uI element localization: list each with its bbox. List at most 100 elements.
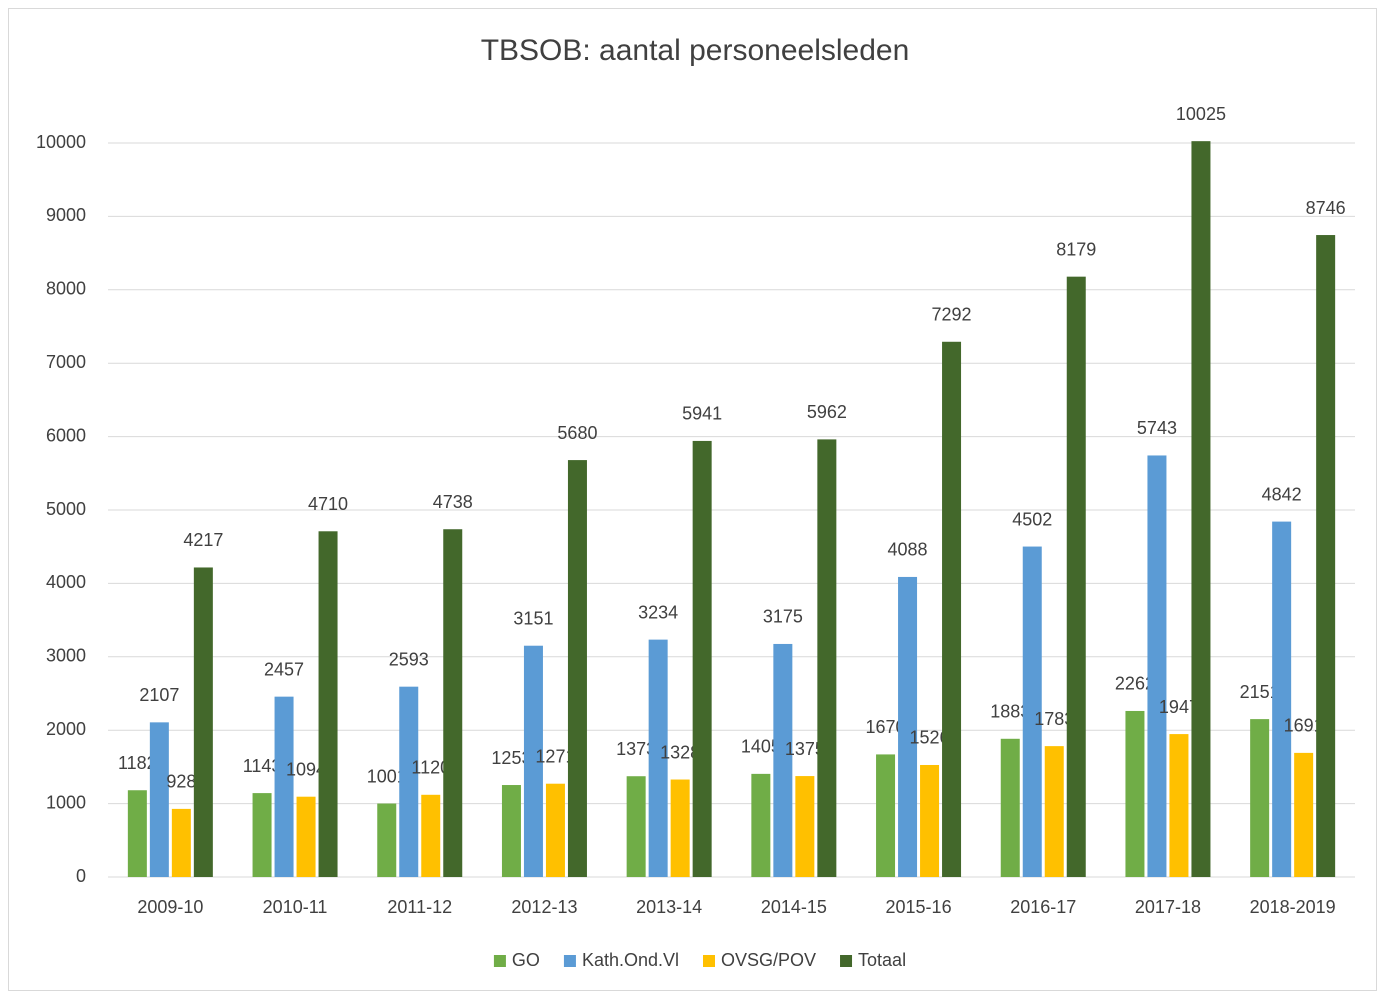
y-tick-label: 4000 [46,572,86,592]
y-tick-label: 8000 [46,279,86,299]
legend-swatch [840,955,853,967]
bar [1066,276,1086,878]
x-tick-label: 2017-18 [1135,897,1201,917]
data-label: 1375 [785,739,825,759]
data-label: 1001 [367,766,407,786]
bar [795,776,815,877]
bar [523,645,543,877]
x-tick-label: 2010-11 [263,897,328,917]
x-tick-label: 2013-14 [636,897,702,917]
data-label: 3175 [763,607,803,627]
bar [274,696,294,877]
bar [751,773,771,877]
data-label: 1691 [1284,716,1324,736]
legend-label: OVSG/POV [721,950,816,970]
y-tick-label: 2000 [46,719,86,739]
y-tick-label: 7000 [46,352,86,372]
data-label: 8746 [1306,198,1346,218]
bar [773,643,793,877]
bar [193,567,213,877]
bar [1169,734,1189,877]
legend-label: GO [512,950,540,970]
data-label: 2262 [1115,674,1155,694]
bar [670,779,690,877]
bar [149,722,169,877]
data-label: 4088 [888,540,928,560]
data-label: 4842 [1262,484,1302,504]
bar [1044,746,1064,877]
x-tick-label: 2014-15 [761,897,827,917]
legend-swatch [703,955,715,967]
bar [1125,710,1145,877]
x-tick-label: 2015-16 [886,897,952,917]
data-label: 5680 [557,423,597,443]
bar [252,793,272,877]
data-label: 1947 [1159,697,1199,717]
bar [1000,738,1020,877]
data-label: 2457 [264,659,304,679]
x-tick-label: 2018-2019 [1250,897,1336,917]
bar [692,440,712,877]
legend-label: Kath.Ond.Vl [582,950,679,970]
legend-label: Totaal [858,950,906,970]
data-label: 1328 [660,742,700,762]
bar [377,803,397,877]
data-label: 1405 [741,737,781,757]
bar [648,639,668,877]
data-label: 1143 [243,756,282,776]
bar [1147,455,1167,877]
data-label: 1271 [535,746,575,766]
data-label: 3234 [638,602,678,622]
data-label: 928 [166,772,196,792]
y-tick-label: 1000 [46,792,86,812]
bar [501,785,521,877]
x-tick-label: 2009-10 [137,897,203,917]
data-label: 1094 [286,759,326,779]
chart-title: TBSOB: aantal personeelsleden [481,34,910,67]
bar [1294,752,1314,877]
data-label: 10025 [1176,104,1226,124]
data-label: 2593 [389,649,429,669]
bar [399,686,419,877]
data-label: 4217 [183,530,223,550]
data-label: 2151 [1240,682,1280,702]
data-label: 1883 [990,702,1030,722]
y-tick-label: 6000 [46,425,86,445]
bar [817,439,837,877]
data-label: 5743 [1137,418,1177,438]
x-tick-label: 2016-17 [1010,897,1076,917]
bar [296,796,316,877]
bar [876,754,896,877]
bar [127,790,147,877]
bar [898,576,918,877]
data-label: 1373 [616,739,656,759]
data-label: 1253 [491,748,531,768]
y-tick-label: 3000 [46,646,86,666]
y-tick-label: 0 [76,866,86,886]
data-label: 1783 [1034,709,1074,729]
data-label: 2107 [139,685,179,705]
data-label: 1120 [411,758,450,778]
bar [1272,521,1292,877]
y-tick-label: 5000 [46,499,86,519]
bar [443,529,463,877]
data-label: 3151 [513,608,553,628]
bar [567,460,587,877]
data-label: 5941 [682,404,722,424]
y-tick-label: 10000 [36,132,86,152]
data-label: 8179 [1056,239,1096,259]
x-tick-label: 2011-12 [387,897,452,917]
data-label: 4738 [433,492,473,512]
data-label: 5962 [807,402,847,422]
bar [421,794,441,877]
legend-swatch [493,955,506,967]
data-label: 1670 [866,717,906,737]
bar [318,531,338,877]
bar [1316,235,1336,878]
bar [626,776,646,877]
data-label: 1182 [118,753,157,773]
y-tick-label: 9000 [46,205,86,225]
bar [1191,141,1211,878]
data-label: 4502 [1012,509,1052,529]
